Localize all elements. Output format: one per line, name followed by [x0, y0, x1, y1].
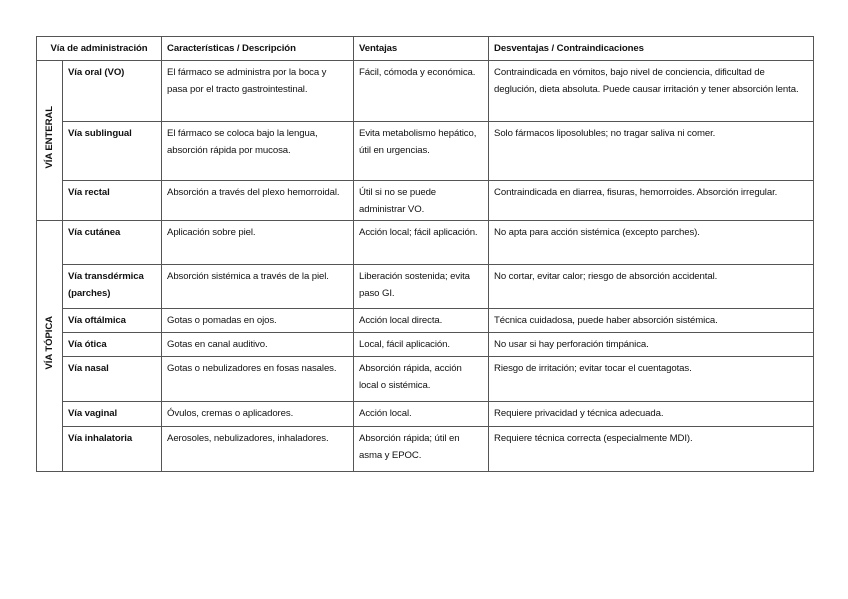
cell-route: Vía inhalatoria: [61, 426, 163, 472]
group-cell: VÍA ENTERAL: [36, 60, 63, 221]
cell-disadvantages: Contraindicada en diarrea, fisuras, hemo…: [488, 180, 815, 221]
header-description: Características / Descripción: [161, 36, 355, 61]
cell-route: Vía oftálmica: [61, 308, 163, 333]
cell-route: Vía vaginal: [61, 401, 163, 427]
administration-routes-table: Vía de administración Características / …: [35, 36, 815, 472]
cell-advantages: Acción local directa.: [353, 308, 490, 333]
table-row: Vía nasal Gotas o nebulizadores en fosas …: [37, 356, 815, 402]
cell-disadvantages: Requiere técnica correcta (especialmente…: [488, 426, 815, 472]
cell-route: Vía transdérmica (parches): [61, 264, 163, 309]
cell-route: Vía oral (VO): [61, 60, 163, 122]
cell-route: Vía cutánea: [61, 220, 163, 265]
table-row: Vía transdérmica (parches) Absorción sist…: [37, 264, 815, 309]
cell-advantages: Acción local.: [353, 401, 490, 427]
cell-route: Vía ótica: [61, 332, 163, 357]
table-row: Vía vaginal Óvulos, cremas o aplicadores.…: [37, 401, 815, 427]
group-label: VÍA ENTERAL: [44, 106, 55, 169]
cell-disadvantages: Requiere privacidad y técnica adecuada.: [488, 401, 815, 427]
header-row: Vía de administración Características / …: [35, 36, 815, 61]
table-row: Vía ótica Gotas en canal auditivo. Local, …: [37, 332, 815, 357]
cell-description: Absorción sistémica a través de la piel.: [161, 264, 355, 309]
header-disadvantages: Desventajas / Contraindicaciones: [488, 36, 815, 61]
cell-description: Aplicación sobre piel.: [161, 220, 355, 265]
cell-route: Vía rectal: [61, 180, 163, 221]
table-row: Vía rectal Absorción a través del plexo h…: [37, 180, 815, 221]
table-row: Vía oftálmica Gotas o pomadas en ojos. Acc…: [37, 308, 815, 333]
cell-advantages: Liberación sostenida; evita paso GI.: [353, 264, 490, 309]
cell-advantages: Absorción rápida; útil en asma y EPOC.: [353, 426, 490, 472]
cell-advantages: Local, fácil aplicación.: [353, 332, 490, 357]
cell-disadvantages: Solo fármacos liposolubles; no tragar sa…: [488, 121, 815, 181]
cell-description: El fármaco se administra por la boca y p…: [161, 60, 355, 122]
cell-route: Vía sublingual: [61, 121, 163, 181]
cell-description: Gotas en canal auditivo.: [161, 332, 355, 357]
cell-disadvantages: Contraindicada en vómitos, bajo nivel de…: [488, 60, 815, 122]
header-route: Vía de administración: [35, 36, 163, 61]
group-cell: VÍA TÓPICA: [36, 220, 63, 472]
cell-description: Gotas o pomadas en ojos.: [161, 308, 355, 333]
cell-description: El fármaco se coloca bajo la lengua, abs…: [161, 121, 355, 181]
cell-advantages: Útil si no se puede administrar VO.: [353, 180, 490, 221]
cell-advantages: Absorción rápida, acción local o sistémi…: [353, 356, 490, 402]
cell-disadvantages: Técnica cuidadosa, puede haber absorción…: [488, 308, 815, 333]
header-advantages: Ventajas: [353, 36, 490, 61]
cell-description: Aerosoles, nebulizadores, inhaladores.: [161, 426, 355, 472]
table-row: Vía sublingual El fármaco se coloca bajo …: [37, 121, 815, 181]
cell-advantages: Fácil, cómoda y económica.: [353, 60, 490, 122]
cell-disadvantages: Riesgo de irritación; evitar tocar el cu…: [488, 356, 815, 402]
cell-description: Gotas o nebulizadores en fosas nasales.: [161, 356, 355, 402]
cell-description: Absorción a través del plexo hemorroidal…: [161, 180, 355, 221]
cell-description: Óvulos, cremas o aplicadores.: [161, 401, 355, 427]
table-row: VÍA TÓPICA Vía cutánea Aplicación sobre pi…: [36, 220, 815, 472]
cell-disadvantages: No usar si hay perforación timpánica.: [488, 332, 815, 357]
table-row: VÍA ENTERAL Vía oral (VO) El fármaco se ad…: [36, 60, 815, 221]
table-row: Vía inhalatoria Aerosoles, nebulizadores,…: [37, 426, 815, 472]
cell-route: Vía nasal: [61, 356, 163, 402]
cell-disadvantages: No cortar, evitar calor; riesgo de absor…: [488, 264, 815, 309]
cell-advantages: Acción local; fácil aplicación.: [353, 220, 490, 265]
cell-advantages: Evita metabolismo hepático, útil en urge…: [353, 121, 490, 181]
cell-disadvantages: No apta para acción sistémica (excepto p…: [488, 220, 815, 265]
group-label: VÍA TÓPICA: [44, 316, 55, 370]
